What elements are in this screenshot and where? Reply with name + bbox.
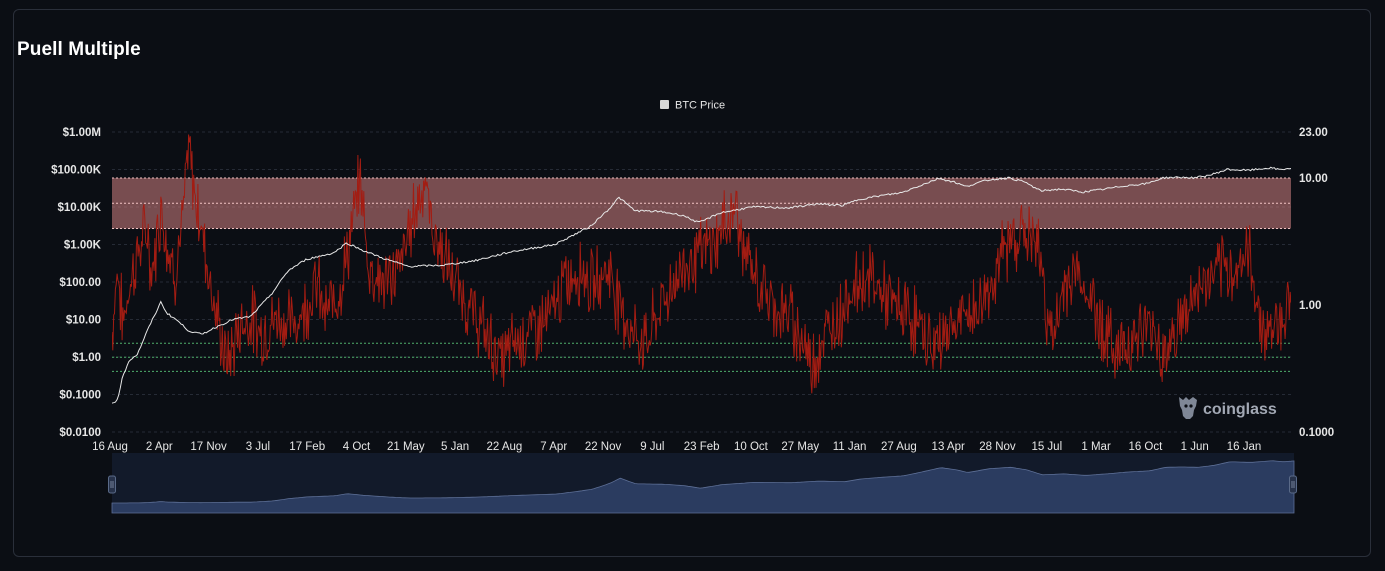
y-left-tick-label: $10.00K (58, 202, 102, 214)
puell-multiple-line (112, 134, 1291, 394)
series-layer (112, 134, 1291, 404)
x-tick-label: 7 Apr (540, 441, 567, 453)
x-tick-label: 17 Feb (289, 441, 325, 453)
x-tick-label: 11 Jan (833, 441, 867, 453)
y-left-tick-label: $0.0100 (59, 427, 101, 439)
x-tick-label: 4 Oct (343, 441, 371, 453)
x-tick-label: 9 Jul (640, 441, 664, 453)
y-right-tick-label: 23.00 (1299, 127, 1328, 139)
x-tick-label: 3 Jul (246, 441, 270, 453)
y-right-tick-label: 10.00 (1299, 173, 1328, 185)
chart-title: Puell Multiple (17, 39, 141, 60)
y-left-tick-label: $1.00 (72, 352, 101, 364)
y-left-tick-label: $0.1000 (59, 390, 101, 402)
y-right-tick-label: 1.00 (1299, 300, 1321, 312)
x-tick-label: 21 May (387, 441, 425, 453)
coinglass-logo-icon (1179, 397, 1197, 419)
y-left-tick-label: $1.00K (64, 240, 102, 252)
x-tick-label: 16 Aug (92, 441, 128, 453)
y-left-tick-label: $10.00 (66, 315, 101, 327)
y-left-tick-label: $100.00K (51, 165, 102, 177)
legend-label[interactable]: BTC Price (675, 100, 725, 112)
x-tick-label: 28 Nov (979, 441, 1016, 453)
navigator-area (111, 460, 1295, 514)
y-left-tick-label: $100.00 (59, 277, 101, 289)
x-tick-label: 2 Apr (146, 441, 173, 453)
x-tick-label: 23 Feb (684, 441, 720, 453)
x-tick-label: 22 Nov (585, 441, 622, 453)
x-tick-label: 13 Apr (932, 441, 965, 453)
y-axis-left: $0.0100 $0.1000 $1.00 $10.00 $100.00 $1.00K $1… (51, 127, 102, 439)
x-tick-label: 5 Jan (441, 441, 469, 453)
x-tick-label: 17 Nov (190, 441, 227, 453)
x-tick-label: 1 Jun (1181, 441, 1209, 453)
y-left-tick-label: $1.00M (63, 127, 101, 139)
range-navigator[interactable] (108, 453, 1297, 514)
y-axis-right: 0.1000 1.00 10.00 23.00 (1299, 127, 1334, 439)
navigator-right-handle[interactable] (1289, 475, 1297, 494)
watermark-text: coinglass (1203, 401, 1277, 418)
x-tick-label: 27 Aug (881, 441, 917, 453)
navigator-left-handle[interactable] (108, 475, 116, 494)
x-tick-label: 1 Mar (1081, 441, 1111, 453)
x-tick-label: 16 Jan (1227, 441, 1262, 453)
x-tick-label: 22 Aug (487, 441, 523, 453)
legend-swatch[interactable] (660, 100, 669, 109)
x-tick-label: 10 Oct (734, 441, 769, 453)
x-tick-label: 15 Jul (1031, 441, 1062, 453)
grid (112, 131, 1291, 433)
legend[interactable]: BTC Price (660, 100, 725, 112)
y-right-tick-label: 0.1000 (1299, 427, 1334, 439)
zones (112, 177, 1291, 372)
coinglass-watermark: coinglass (1179, 397, 1277, 419)
btc-price-line (112, 166, 1291, 404)
x-tick-label: 27 May (781, 441, 819, 453)
x-tick-label: 16 Oct (1128, 441, 1163, 453)
x-axis: 16 Aug 2 Apr 17 Nov 3 Jul 17 Feb 4 Oct 21 May 5… (92, 441, 1261, 453)
